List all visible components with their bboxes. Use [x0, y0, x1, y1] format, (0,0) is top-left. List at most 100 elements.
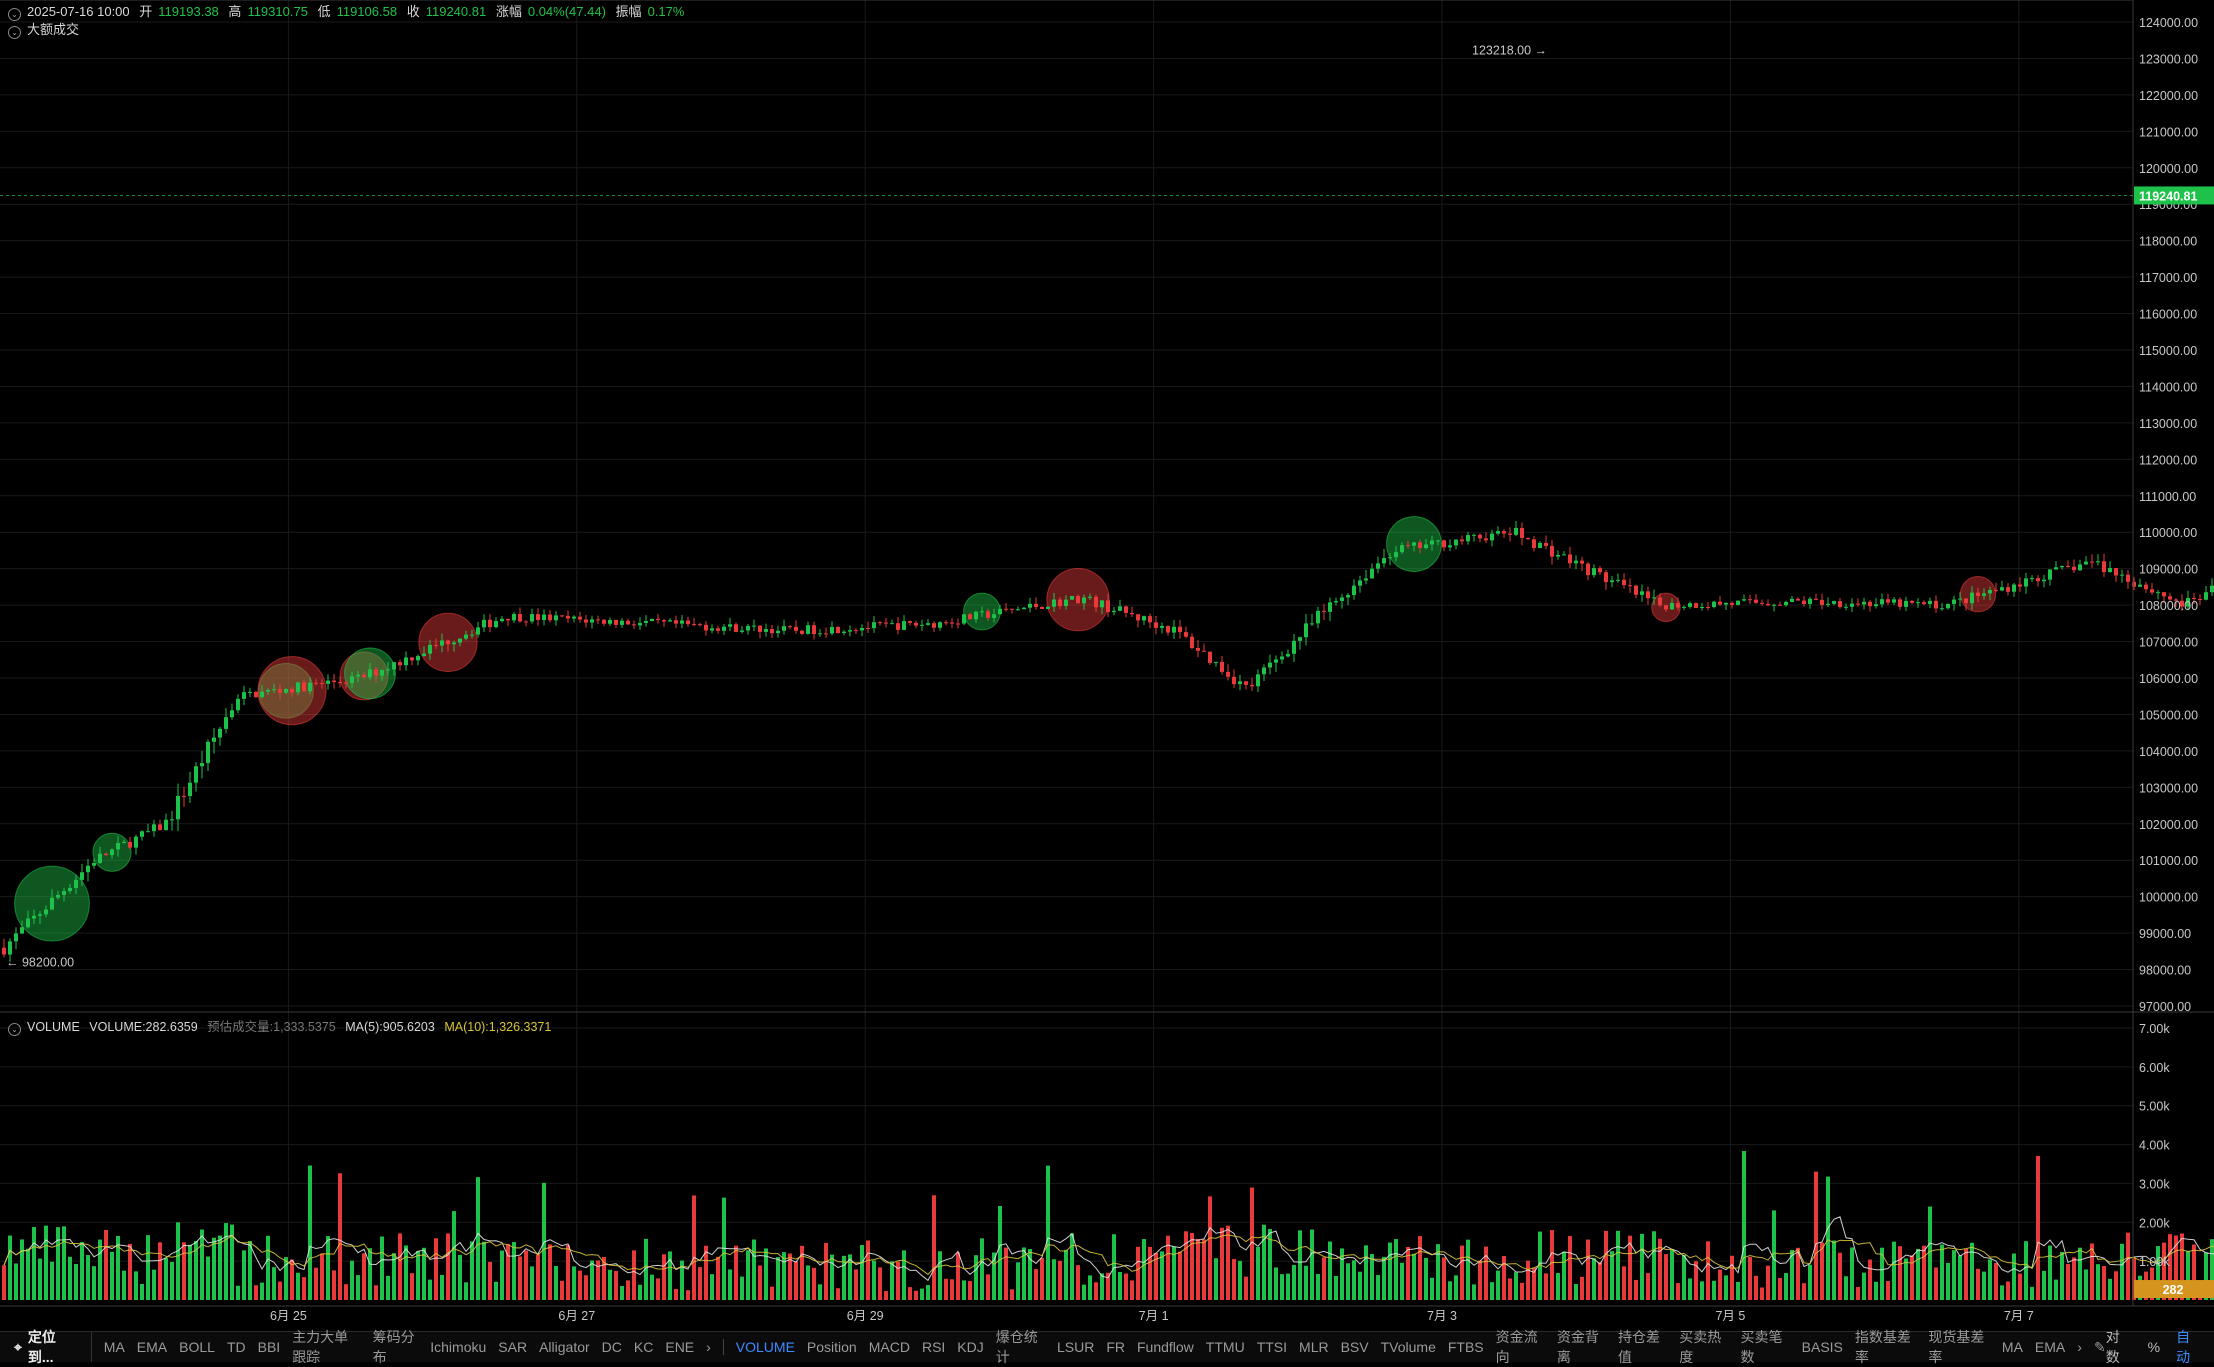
candle-body — [344, 682, 348, 684]
candle-body — [2162, 592, 2166, 597]
volume-bar — [1322, 1257, 1326, 1300]
volume-bar — [188, 1244, 192, 1300]
volume-bar — [2174, 1235, 2178, 1300]
candle-body — [1832, 601, 1836, 604]
indicator-ttmu[interactable]: TTMU — [1205, 1339, 1245, 1355]
volume-bar — [1058, 1260, 1062, 1300]
candle-body — [650, 618, 654, 621]
candle-body — [1562, 554, 1566, 556]
indicator-position[interactable]: Position — [806, 1339, 857, 1355]
indicator--[interactable]: 买卖笔数 — [1740, 1329, 1783, 1365]
volume-bar — [1880, 1247, 1884, 1300]
price-tick-label: 118000.00 — [2139, 235, 2197, 249]
indicator-dc[interactable]: DC — [601, 1339, 622, 1355]
indicator-sar[interactable]: SAR — [498, 1339, 528, 1355]
price-tick-label: 113000.00 — [2139, 417, 2197, 431]
volume-bar — [92, 1266, 96, 1300]
indicator-bbi[interactable]: BBI — [257, 1339, 281, 1355]
volume-bar — [2024, 1241, 2028, 1300]
indicator--[interactable]: 资金流向 — [1495, 1329, 1538, 1365]
volume-tick-label: 3.00k — [2139, 1177, 2170, 1191]
candle-body — [1178, 626, 1182, 633]
volume-bar — [176, 1222, 180, 1300]
indicator-ma[interactable]: MA — [2001, 1339, 2023, 1355]
volume-bar — [1460, 1245, 1464, 1300]
indicator-fr[interactable]: FR — [1106, 1339, 1125, 1355]
indicator-alligator[interactable]: Alligator — [539, 1339, 590, 1355]
indicator-mlr[interactable]: MLR — [1299, 1339, 1329, 1355]
indicator-ichimoku[interactable]: Ichimoku — [430, 1339, 487, 1355]
volume-bar — [1082, 1284, 1086, 1300]
indicator-ene[interactable]: ENE — [665, 1339, 695, 1355]
indicator-kdj[interactable]: KDJ — [957, 1339, 984, 1355]
indicator-ttsi[interactable]: TTSI — [1256, 1339, 1288, 1355]
indicator-basis[interactable]: BASIS — [1801, 1339, 1843, 1355]
volume-bar — [1508, 1278, 1512, 1300]
volume-bar — [1256, 1246, 1260, 1300]
candle-body — [2018, 584, 2022, 587]
collapse-icon[interactable]: ⌄ — [8, 26, 21, 39]
chevron-right-icon[interactable]: › — [2077, 1339, 2082, 1355]
indicator-ema[interactable]: EMA — [2034, 1339, 2066, 1355]
indicator-volume[interactable]: VOLUME — [735, 1339, 795, 1355]
candle-body — [122, 841, 126, 844]
indicator-ema[interactable]: EMA — [136, 1339, 168, 1355]
indicator-lsur[interactable]: LSUR — [1056, 1339, 1095, 1355]
chevron-right-icon[interactable]: › — [706, 1339, 711, 1355]
candle-body — [2192, 597, 2196, 599]
volume-bar — [326, 1236, 330, 1300]
candle-body — [980, 611, 984, 613]
indicator-bsv[interactable]: BSV — [1340, 1339, 1369, 1355]
indicator-fundflow[interactable]: Fundflow — [1136, 1339, 1194, 1355]
indicator-rsi[interactable]: RSI — [921, 1339, 946, 1355]
volume-bar — [638, 1284, 642, 1300]
scale-options: 对数% 自动 — [2106, 1327, 2214, 1367]
indicator-ma[interactable]: MA — [103, 1339, 125, 1355]
candle-body — [1526, 537, 1530, 540]
volume-bar — [1580, 1276, 1584, 1300]
collapse-icon[interactable]: ⌄ — [8, 8, 21, 21]
volume-bar — [1712, 1280, 1716, 1300]
indicator--[interactable]: 持仓差值 — [1618, 1329, 1661, 1365]
candle-body — [1376, 563, 1380, 569]
candle-body — [164, 819, 168, 831]
volume-bar — [350, 1260, 354, 1300]
indicator--[interactable]: 筹码分布 — [372, 1329, 415, 1365]
indicator-td[interactable]: TD — [226, 1339, 246, 1355]
indicator-kc[interactable]: KC — [633, 1339, 654, 1355]
indicator--[interactable]: 现货基差率 — [1928, 1329, 1985, 1365]
log-scale-toggle[interactable]: 对数 — [2105, 1329, 2120, 1365]
locate-button[interactable]: ⌖ 定位到... — [0, 1329, 92, 1365]
indicator-boll[interactable]: BOLL — [179, 1339, 215, 1355]
price-tick-label: 116000.00 — [2139, 308, 2197, 322]
auto-scale-toggle[interactable]: 自动 — [2176, 1329, 2191, 1365]
collapse-icon[interactable]: ⌄ — [8, 1023, 21, 1036]
volume-bar — [152, 1269, 156, 1300]
indicator-tvolume[interactable]: TVolume — [1380, 1339, 1436, 1355]
indicator-ftbs[interactable]: FTBS — [1447, 1339, 1484, 1355]
volume-bar — [1502, 1255, 1506, 1300]
indicator--[interactable]: 爆仓统计 — [995, 1329, 1038, 1365]
edit-icon[interactable]: ✎ — [2093, 1338, 2106, 1355]
indicator--[interactable]: 主力大单跟踪 — [292, 1329, 349, 1365]
candle-body — [1724, 602, 1728, 605]
volume-bar — [1076, 1265, 1080, 1300]
candle-body — [872, 622, 876, 629]
volume-bar — [38, 1258, 42, 1300]
volume-bar — [1280, 1274, 1284, 1300]
volume-bar — [1310, 1229, 1314, 1300]
divider — [722, 1339, 724, 1355]
candle-body — [188, 782, 192, 797]
volume-bar — [284, 1257, 288, 1300]
indicator-macd[interactable]: MACD — [868, 1339, 910, 1355]
indicator--[interactable]: 买卖热度 — [1679, 1329, 1722, 1365]
percent-scale-toggle[interactable]: % — [2147, 1339, 2161, 1355]
candle-body — [14, 933, 18, 942]
volume-bar — [494, 1281, 498, 1300]
candle-body — [794, 626, 798, 631]
indicator--[interactable]: 资金背离 — [1556, 1329, 1599, 1365]
candle-body — [308, 682, 312, 692]
indicator--[interactable]: 指数基差率 — [1854, 1329, 1911, 1365]
candle-body — [1118, 606, 1122, 611]
